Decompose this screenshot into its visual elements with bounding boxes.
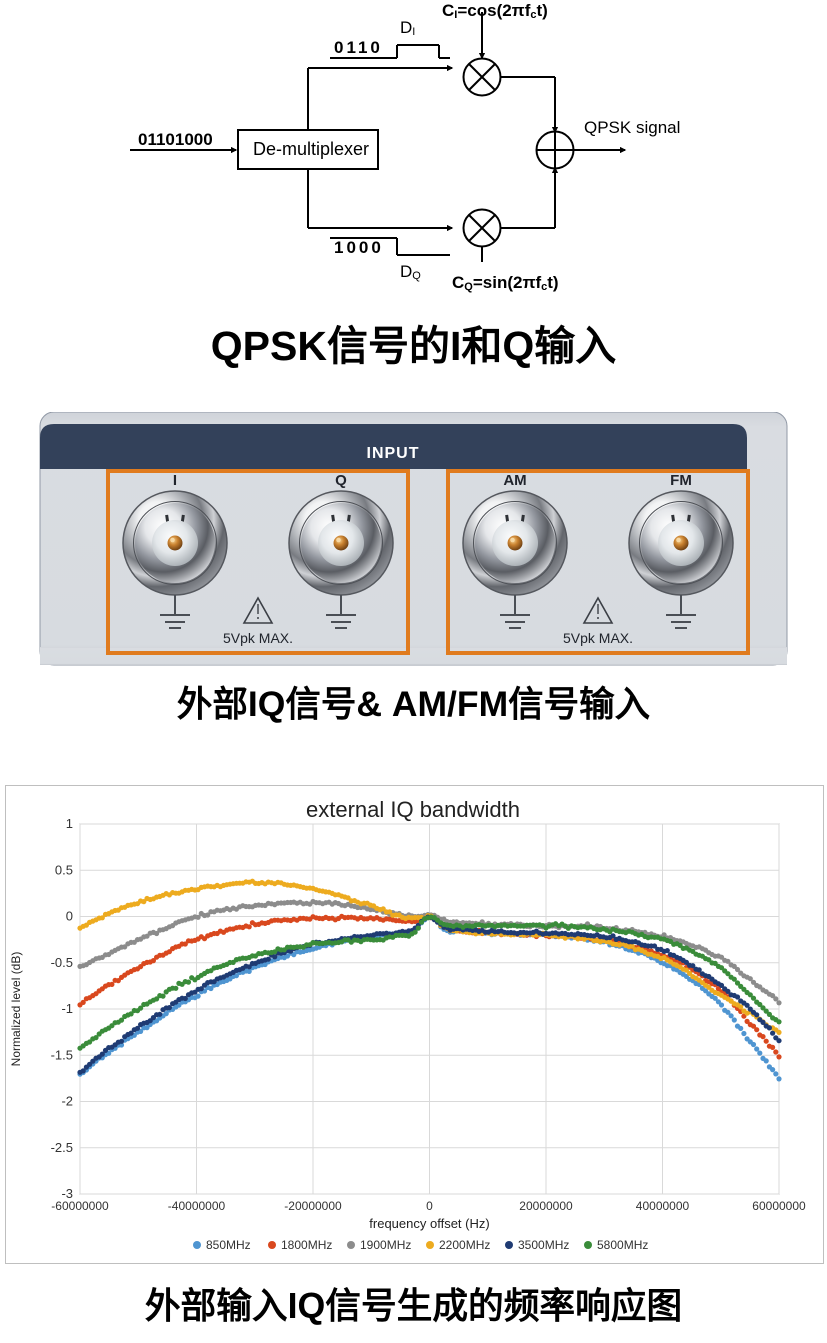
svg-text:-2: -2 bbox=[61, 1094, 73, 1109]
svg-text:01101000: 01101000 bbox=[138, 130, 213, 149]
svg-text:5Vpk MAX.: 5Vpk MAX. bbox=[563, 630, 633, 646]
svg-text:QPSK signal: QPSK signal bbox=[584, 118, 680, 137]
svg-text:5Vpk MAX.: 5Vpk MAX. bbox=[223, 630, 293, 646]
svg-text:1800MHz: 1800MHz bbox=[281, 1238, 332, 1252]
svg-text:1: 1 bbox=[66, 816, 73, 831]
svg-text:DI: DI bbox=[400, 18, 415, 38]
svg-text:Q: Q bbox=[335, 472, 347, 489]
svg-text:3500MHz: 3500MHz bbox=[518, 1238, 569, 1252]
svg-text:0: 0 bbox=[66, 909, 73, 924]
svg-text:-2.5: -2.5 bbox=[51, 1140, 73, 1155]
svg-text:CQ=sin(2πfct): CQ=sin(2πfct) bbox=[452, 273, 559, 293]
svg-text:-1.5: -1.5 bbox=[51, 1047, 73, 1062]
svg-text:60000000: 60000000 bbox=[752, 1199, 806, 1213]
svg-text:1000: 1000 bbox=[334, 238, 384, 257]
svg-text:external IQ bandwidth: external IQ bandwidth bbox=[306, 797, 520, 822]
svg-text:CI=cos(2πfct): CI=cos(2πfct) bbox=[442, 1, 548, 21]
svg-text:2200MHz: 2200MHz bbox=[439, 1238, 490, 1252]
svg-text:-0.5: -0.5 bbox=[51, 955, 73, 970]
svg-text:INPUT: INPUT bbox=[367, 445, 420, 462]
svg-text:-60000000: -60000000 bbox=[51, 1199, 109, 1213]
svg-text:Normalized level (dB): Normalized level (dB) bbox=[9, 952, 23, 1067]
svg-text:5800MHz: 5800MHz bbox=[597, 1238, 648, 1252]
svg-text:40000000: 40000000 bbox=[636, 1199, 690, 1213]
svg-text:0.5: 0.5 bbox=[55, 862, 73, 877]
svg-text:-1: -1 bbox=[61, 1001, 73, 1016]
svg-text:1900MHz: 1900MHz bbox=[360, 1238, 411, 1252]
svg-text:20000000: 20000000 bbox=[519, 1199, 573, 1213]
svg-text:-40000000: -40000000 bbox=[168, 1199, 226, 1213]
svg-text:AM: AM bbox=[503, 472, 526, 489]
svg-text:-20000000: -20000000 bbox=[284, 1199, 342, 1213]
svg-text:FM: FM bbox=[670, 472, 692, 489]
svg-text:I: I bbox=[173, 472, 177, 489]
svg-text:frequency offset (Hz): frequency offset (Hz) bbox=[369, 1216, 489, 1231]
svg-text:850MHz: 850MHz bbox=[206, 1238, 251, 1252]
svg-text:0110: 0110 bbox=[334, 38, 383, 57]
svg-text:DQ: DQ bbox=[400, 262, 421, 282]
svg-text:0: 0 bbox=[426, 1199, 433, 1213]
svg-text:De-multiplexer: De-multiplexer bbox=[253, 139, 369, 159]
